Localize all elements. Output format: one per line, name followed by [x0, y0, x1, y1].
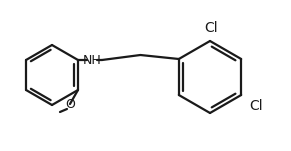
- Text: NH: NH: [83, 53, 101, 66]
- Text: Cl: Cl: [249, 99, 263, 113]
- Text: Cl: Cl: [204, 21, 218, 35]
- Text: O: O: [65, 98, 75, 111]
